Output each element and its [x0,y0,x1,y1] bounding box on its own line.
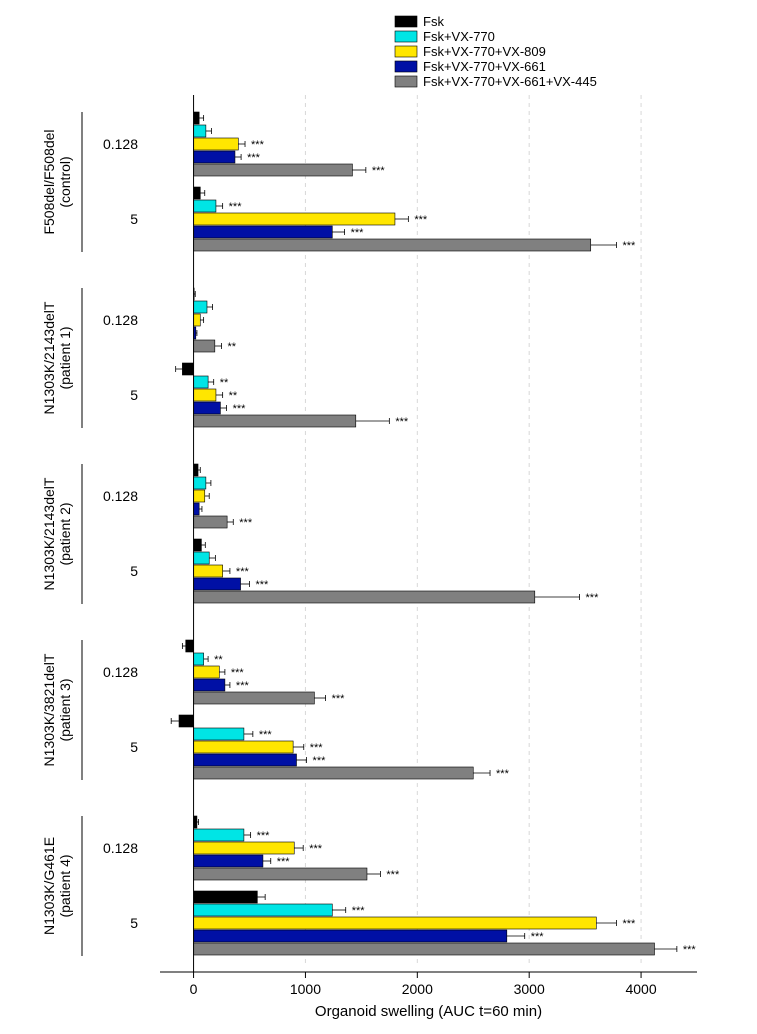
svg-text:Fsk+VX-770+VX-661+VX-445: Fsk+VX-770+VX-661+VX-445 [423,74,597,89]
svg-text:0.128: 0.128 [103,664,138,680]
svg-text:5: 5 [130,387,138,403]
svg-text:(patient 4): (patient 4) [57,854,73,917]
svg-text:***: *** [239,517,253,529]
svg-text:N1303K/G461E: N1303K/G461E [41,837,57,935]
svg-text:(patient 2): (patient 2) [57,502,73,565]
chart-container: *********0.128************5F508del/F508d… [0,0,757,1034]
svg-text:0.128: 0.128 [103,136,138,152]
svg-text:***: *** [256,579,270,591]
svg-text:2000: 2000 [402,981,433,997]
svg-text:N1303K/2143delT: N1303K/2143delT [41,301,57,414]
svg-text:**: ** [220,377,229,389]
svg-text:***: *** [313,755,327,767]
svg-text:5: 5 [130,563,138,579]
svg-text:***: *** [332,693,346,705]
svg-text:***: *** [251,139,265,151]
svg-text:(patient 1): (patient 1) [57,326,73,389]
svg-text:***: *** [683,944,697,956]
svg-text:***: *** [236,680,250,692]
svg-text:N1303K/2143delT: N1303K/2143delT [41,477,57,590]
svg-text:**: ** [229,390,238,402]
svg-text:***: *** [277,856,291,868]
svg-text:Organoid swelling (AUC t=60 mi: Organoid swelling (AUC t=60 min) [315,1003,542,1020]
svg-text:(control): (control) [57,156,73,207]
svg-text:**: ** [228,341,237,353]
svg-text:0: 0 [190,981,198,997]
svg-text:***: *** [586,592,600,604]
svg-text:3000: 3000 [514,981,545,997]
svg-text:1000: 1000 [290,981,321,997]
bar-chart: *********0.128************5F508del/F508d… [0,0,757,1034]
svg-text:***: *** [259,729,273,741]
svg-text:Fsk+VX-770+VX-809: Fsk+VX-770+VX-809 [423,44,546,59]
svg-text:***: *** [531,931,545,943]
svg-text:***: *** [395,416,409,428]
svg-text:***: *** [231,667,245,679]
svg-text:***: *** [496,768,510,780]
svg-text:Fsk+VX-770+VX-661: Fsk+VX-770+VX-661 [423,59,546,74]
svg-text:5: 5 [130,211,138,227]
svg-text:5: 5 [130,739,138,755]
svg-text:Fsk: Fsk [423,14,444,29]
svg-text:***: *** [622,240,636,252]
svg-text:***: *** [372,165,386,177]
svg-text:***: *** [236,566,250,578]
svg-text:***: *** [352,905,366,917]
svg-text:N1303K/3821delT: N1303K/3821delT [41,653,57,766]
svg-text:0.128: 0.128 [103,488,138,504]
svg-text:***: *** [414,214,428,226]
svg-text:***: *** [622,918,636,930]
svg-text:F508del/F508del: F508del/F508del [41,129,57,234]
svg-text:***: *** [310,742,324,754]
svg-text:**: ** [214,654,223,666]
svg-text:***: *** [257,830,271,842]
svg-text:0.128: 0.128 [103,312,138,328]
svg-text:***: *** [233,403,247,415]
svg-text:***: *** [351,227,365,239]
svg-text:***: *** [247,152,261,164]
svg-text:(patient 3): (patient 3) [57,678,73,741]
svg-text:***: *** [309,843,323,855]
svg-text:***: *** [386,869,400,881]
svg-text:5: 5 [130,915,138,931]
svg-text:***: *** [229,201,243,213]
svg-text:0.128: 0.128 [103,840,138,856]
svg-text:Fsk+VX-770: Fsk+VX-770 [423,29,495,44]
svg-text:4000: 4000 [625,981,656,997]
